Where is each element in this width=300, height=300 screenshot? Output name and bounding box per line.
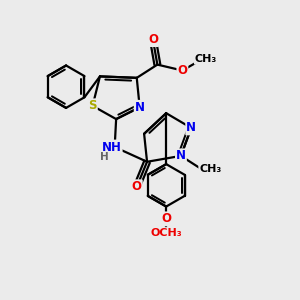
Text: N: N [176, 149, 186, 162]
Text: N: N [186, 122, 196, 134]
Text: O: O [148, 33, 158, 46]
Text: O: O [177, 64, 188, 77]
Text: CH₃: CH₃ [195, 54, 217, 64]
Text: O: O [161, 212, 171, 225]
Text: O: O [132, 180, 142, 193]
Text: OCH₃: OCH₃ [150, 228, 182, 238]
Text: S: S [88, 99, 97, 112]
Text: CH₃: CH₃ [199, 164, 221, 174]
Text: N: N [135, 101, 145, 114]
Text: NH: NH [102, 141, 122, 154]
Text: H: H [100, 152, 109, 162]
